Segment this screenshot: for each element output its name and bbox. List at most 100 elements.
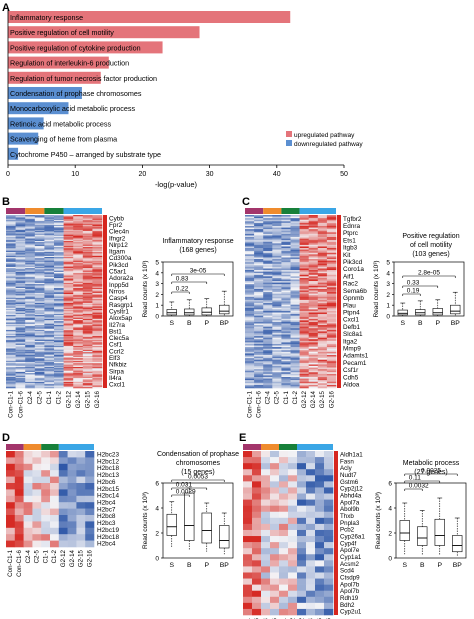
heatmap-cell [44, 222, 55, 224]
heatmap-cell [73, 223, 84, 226]
heatmap-cell [44, 316, 55, 318]
heatmap-cell [50, 515, 60, 522]
heatmap-cell [63, 375, 74, 378]
y-tick-label-5: 5 [155, 260, 159, 267]
heatmap-cell [44, 226, 55, 228]
heatmap-cell [326, 241, 337, 244]
heatmap-cell [308, 292, 319, 294]
heatmap-cell [73, 355, 84, 358]
gene-label: Pik3cd [109, 262, 129, 269]
heatmap-cell [82, 279, 93, 281]
heatmap-cell [44, 353, 55, 355]
heatmap-cell [245, 281, 255, 283]
heatmap-cell [54, 311, 64, 313]
heatmap-cell [308, 309, 319, 312]
heatmap-cell [263, 265, 273, 268]
heatmap-cell [63, 278, 74, 280]
heatmap-cell [288, 548, 298, 555]
heatmap-cell [270, 451, 280, 458]
heatmap-cell [288, 554, 298, 561]
heatmap-cell [263, 301, 273, 304]
heatmap-cell [82, 369, 93, 371]
heatmap-cell [308, 376, 319, 379]
heatmap-cell [15, 280, 26, 283]
heatmap-cell [34, 294, 45, 296]
heatmap-cell [324, 475, 334, 482]
gene-label: H2bc15 [97, 486, 119, 493]
heatmap-cell [54, 380, 64, 383]
box-2 [432, 308, 443, 316]
heatmap-cell [245, 381, 255, 384]
heatmap-cell [15, 311, 26, 313]
heatmap-cell [44, 221, 55, 223]
panel-letter-c: C [242, 196, 250, 208]
heatmap-cell [73, 339, 84, 342]
heatmap-cell [6, 508, 16, 516]
heatmap-cell [326, 292, 337, 294]
heatmap-cell [82, 239, 93, 242]
heatmap-cell [23, 534, 33, 541]
heatmap-cell [73, 381, 84, 384]
heatmap-cell [34, 384, 45, 386]
heatmap-cell [15, 373, 26, 375]
heatmap-cell [6, 244, 16, 247]
heatmap-cell [25, 216, 36, 218]
heatmap-cell [308, 362, 319, 365]
heatmap-cell [34, 244, 45, 247]
heatmap-cell [73, 369, 84, 371]
heatmap-cell [263, 350, 273, 353]
heatmap-cell [63, 270, 74, 273]
heatmap-cell [317, 301, 328, 304]
heatmap-cell [54, 234, 64, 237]
heatmap-cell [15, 282, 26, 285]
heatmap-cell [73, 216, 84, 218]
heatmap-cell [281, 293, 291, 296]
heatmap-cell [299, 298, 309, 301]
heatmap-cell [290, 369, 300, 371]
heatmap-cell [297, 536, 307, 543]
heatmap-cell [308, 339, 319, 342]
heatmap-cell [317, 260, 328, 263]
heatmap-cell [6, 348, 16, 350]
heatmap-cell [54, 238, 64, 241]
heatmap-cell [73, 228, 84, 231]
heatmap-cell [73, 385, 84, 388]
heatmap-cell [299, 276, 309, 279]
heatmap-cell [63, 268, 74, 270]
heatmap-cell [63, 287, 74, 290]
heatmap-cell [326, 215, 337, 217]
heatmap-cell [272, 369, 282, 371]
heatmap-cell [263, 381, 273, 384]
heatmap-cell [63, 369, 74, 371]
y-tick-label-0: 0 [155, 556, 159, 563]
heatmap-cell [34, 295, 45, 297]
gene-label: Pik3cd [343, 259, 363, 266]
heatmap-cell [306, 493, 316, 500]
heatmap-cell [73, 295, 84, 297]
heatmap-cell [317, 350, 328, 353]
heatmap-cell [263, 347, 273, 349]
heatmap-cell [44, 297, 55, 300]
heatmap-cell [252, 493, 262, 500]
gene-label: H2bc4 [97, 499, 116, 506]
heatmap-cell [82, 337, 93, 339]
heatmap-cell [6, 324, 16, 327]
heatmap-cell [6, 238, 16, 241]
sample-label: Con-C1-1 [8, 390, 15, 417]
heatmap-cell [290, 252, 300, 255]
heatmap-cell [317, 248, 328, 250]
heatmap-cell [25, 274, 36, 276]
heatmap-cell [92, 238, 103, 241]
heatmap-cell [54, 307, 64, 310]
heatmap-cell [290, 353, 300, 356]
heatmap-cell [92, 219, 103, 222]
heatmap-cell [44, 292, 55, 295]
heatmap-cell [50, 534, 60, 541]
heatmap-cell [279, 463, 289, 470]
heatmap-cell [82, 354, 93, 357]
heatmap-cell [15, 261, 26, 264]
heatmap-cell [281, 241, 291, 244]
heatmap-cell [317, 251, 328, 254]
heatmap-cell [308, 276, 319, 279]
heatmap-cell [14, 457, 24, 465]
